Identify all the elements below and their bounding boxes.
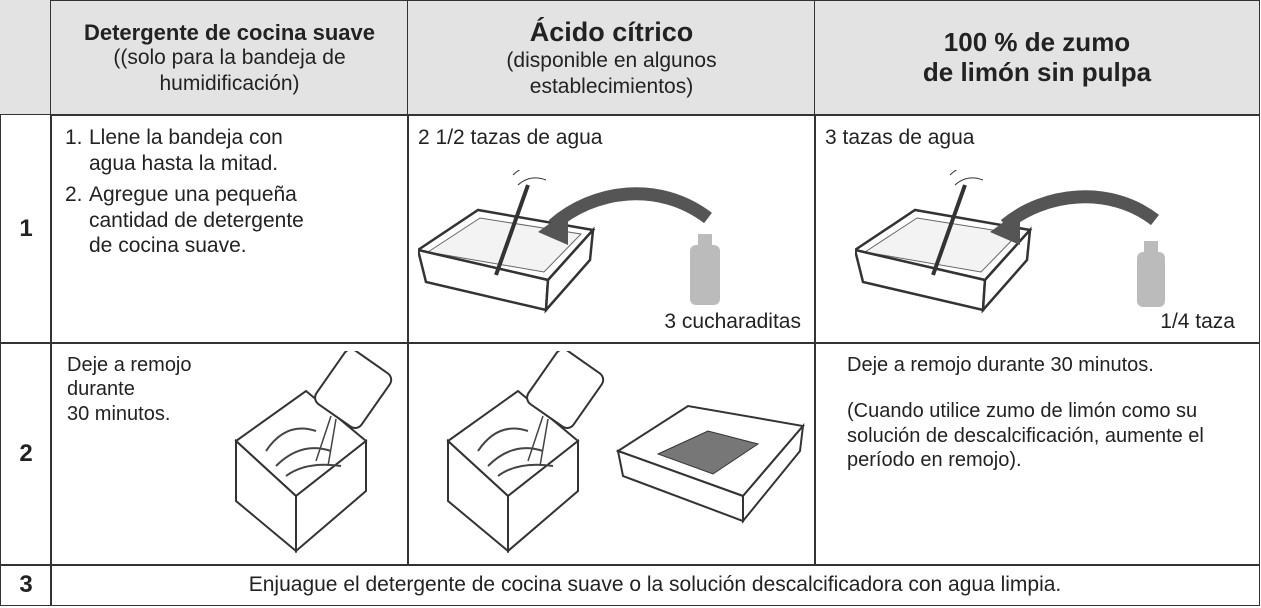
cell: Deje a remojo durante 30 minutos.	[50, 342, 409, 566]
header-title: 100 % de zumo	[943, 27, 1131, 58]
list-marker: 2.	[65, 183, 83, 207]
header-title: Detergente de cocina suave	[83, 20, 375, 46]
water-amount: 2 1/2 tazas de agua	[418, 126, 603, 149]
bottle-cap	[698, 234, 712, 248]
list-marker: 1.	[65, 126, 83, 149]
step-number: 2	[0, 342, 52, 566]
header-subtitle: establecimientos)	[529, 74, 694, 98]
additive-amount: 3 cucharaditas	[664, 310, 801, 334]
additive-amount: 1/4 taza	[1160, 310, 1235, 334]
bottle	[690, 245, 720, 305]
arrow	[548, 187, 712, 230]
cell: 1. Llene la bandeja con agua hasta la mita…	[50, 114, 409, 344]
illustration	[855, 170, 1165, 312]
header-subtitle: (disponible en algunos	[506, 49, 717, 73]
list-text: Agregue una pequeña	[89, 183, 297, 207]
cell: Enjuague el detergente de cocina suave o…	[50, 564, 1260, 606]
header-title: de limón sin pulpa	[922, 57, 1152, 87]
tray	[855, 170, 1032, 312]
step-number: 1	[0, 114, 52, 344]
bottle	[1137, 252, 1165, 307]
step-number: 3	[0, 564, 52, 606]
arrowhead	[538, 210, 568, 245]
cell: 3 tazas de agua 1/4 taza	[814, 114, 1260, 344]
list-text: de cocina suave.	[89, 234, 247, 258]
illustration	[447, 351, 805, 552]
water-amount: 3 tazas de agua	[825, 126, 975, 149]
soaking-tray	[615, 404, 805, 524]
humidifier-unit	[235, 351, 396, 552]
arrow	[1000, 190, 1159, 231]
corner	[0, 0, 50, 115]
bottle-cap	[1144, 241, 1158, 255]
list-text: cantidad de detergente	[89, 208, 304, 232]
header-subtitle: humidificación)	[159, 71, 300, 95]
list-text: Llene la bandeja con	[89, 126, 283, 149]
cell: Deje a remojo durante 30 minutos. (Cuand…	[814, 342, 1260, 566]
cell	[407, 342, 816, 566]
header-cell: Ácido cítrico (disponible en algunos esta…	[407, 0, 816, 116]
cell-text: durante	[67, 378, 135, 401]
arrowhead	[990, 210, 1020, 245]
cell: 2 1/2 tazas de agua 3 cucharaditas	[407, 114, 816, 344]
cell-text: Deje a remojo durante 30 minutos.	[847, 354, 1154, 376]
step-text: 2	[19, 440, 33, 467]
list-text: agua hasta la mitad.	[89, 151, 279, 175]
cell-text: (Cuando utilice zumo de limón como su so…	[847, 400, 1204, 472]
header-cell: 100 % de zumo de limón sin pulpa	[814, 0, 1260, 116]
cell-text: 30 minutos.	[67, 402, 171, 425]
illustration	[235, 351, 396, 552]
header-title: Ácido cítrico	[529, 17, 694, 48]
step-text: 3	[19, 571, 33, 598]
cell-text: Deje a remojo	[67, 354, 192, 376]
step-text: 1	[19, 215, 33, 242]
cell-text: Enjuague el detergente de cocina suave o…	[248, 573, 1062, 597]
header-cell: Detergente de cocina suave ((solo para l…	[50, 0, 409, 116]
illustration	[418, 170, 720, 312]
humidifier-unit	[447, 351, 608, 552]
header-subtitle: ((solo para la bandeja de	[113, 46, 346, 70]
